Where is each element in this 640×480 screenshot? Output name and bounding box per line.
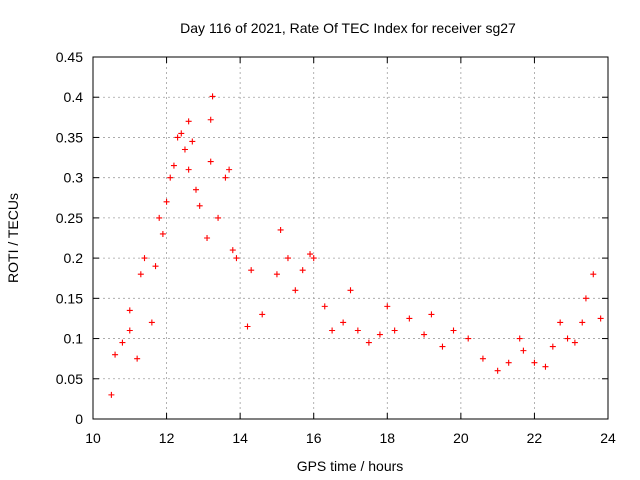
data-point [215, 214, 222, 221]
y-tick-label: 0.2 [64, 250, 84, 266]
data-point [597, 315, 604, 322]
data-point [479, 355, 486, 362]
data-point [126, 327, 133, 334]
data-point [505, 359, 512, 366]
data-point [134, 355, 141, 362]
data-point [329, 327, 336, 334]
data-point [273, 271, 280, 278]
data-point [310, 255, 317, 262]
data-point [170, 162, 177, 169]
data-point [204, 235, 211, 241]
data-point [248, 267, 255, 274]
data-point [163, 198, 170, 205]
data-point [347, 287, 354, 294]
data-point [516, 335, 523, 342]
data-point [226, 166, 233, 173]
y-tick-label: 0.15 [56, 290, 83, 306]
data-point [207, 116, 214, 123]
data-point [531, 359, 538, 366]
x-tick-label: 10 [85, 430, 101, 446]
data-point [299, 267, 306, 274]
data-point [189, 138, 196, 145]
data-point [112, 351, 119, 358]
y-tick-label: 0.35 [56, 129, 83, 145]
data-point [307, 251, 314, 258]
data-point [277, 226, 284, 233]
data-point [520, 347, 527, 354]
data-point [365, 339, 372, 346]
data-point [384, 303, 391, 310]
data-point [450, 327, 457, 334]
data-point [207, 158, 214, 165]
data-point [428, 311, 435, 318]
data-point [564, 335, 571, 342]
data-point [321, 303, 328, 310]
data-point [284, 255, 291, 262]
data-point [340, 319, 347, 326]
x-axis-label: GPS time / hours [297, 458, 404, 474]
data-point [354, 327, 361, 334]
data-point [156, 214, 163, 221]
data-point [119, 339, 126, 346]
x-tick-label: 20 [453, 430, 469, 446]
data-point [421, 331, 428, 338]
data-point [542, 363, 549, 370]
data-point [159, 230, 166, 237]
data-point [590, 271, 597, 278]
data-point [259, 311, 266, 318]
data-point [152, 263, 159, 270]
data-point [126, 307, 133, 314]
data-point [181, 146, 188, 153]
data-point [549, 343, 556, 350]
y-tick-label: 0.3 [64, 170, 84, 186]
data-point [108, 391, 115, 398]
chart-title: Day 116 of 2021, Rate Of TEC Index for r… [180, 20, 516, 36]
data-point [229, 247, 236, 254]
y-tick-label: 0.45 [56, 49, 83, 65]
data-point [137, 271, 144, 278]
data-point [193, 186, 199, 193]
data-point [174, 134, 181, 141]
data-point [494, 367, 501, 374]
y-axis-label: ROTI / TECUs [5, 193, 21, 283]
data-point [233, 255, 240, 262]
points-layer [108, 93, 604, 398]
data-point [376, 331, 383, 338]
data-point [571, 339, 578, 346]
tick-layer: 10 12 14 16 18 20 22 24 0 0.05 0.1 0.15 0.2 0.25 0.3 0.… [56, 49, 616, 446]
data-point [391, 327, 398, 334]
data-point [292, 287, 299, 294]
x-tick-label: 16 [306, 430, 322, 446]
y-tick-label: 0.25 [56, 210, 83, 226]
plot-frame [92, 56, 609, 420]
data-point [209, 93, 216, 100]
x-tick-label: 12 [159, 430, 175, 446]
data-point [185, 166, 192, 173]
grid-layer [93, 57, 608, 419]
y-tick-label: 0.05 [56, 371, 83, 387]
data-point [406, 315, 413, 322]
data-point [465, 335, 472, 342]
x-tick-label: 18 [379, 430, 395, 446]
data-point [196, 202, 203, 209]
data-point [244, 323, 251, 330]
y-tick-label: 0.4 [64, 89, 84, 105]
data-point [582, 295, 589, 302]
data-point [148, 319, 155, 326]
y-tick-label: 0.1 [64, 331, 84, 347]
data-point [557, 319, 564, 326]
data-point [185, 118, 192, 125]
x-tick-label: 24 [600, 430, 616, 446]
data-point [439, 343, 446, 350]
data-point [167, 174, 174, 181]
data-point [141, 255, 148, 262]
data-point [222, 174, 229, 181]
x-tick-label: 22 [527, 430, 543, 446]
y-tick-label: 0 [75, 411, 83, 427]
data-point [178, 130, 185, 137]
data-point [579, 319, 586, 326]
x-tick-label: 14 [232, 430, 248, 446]
